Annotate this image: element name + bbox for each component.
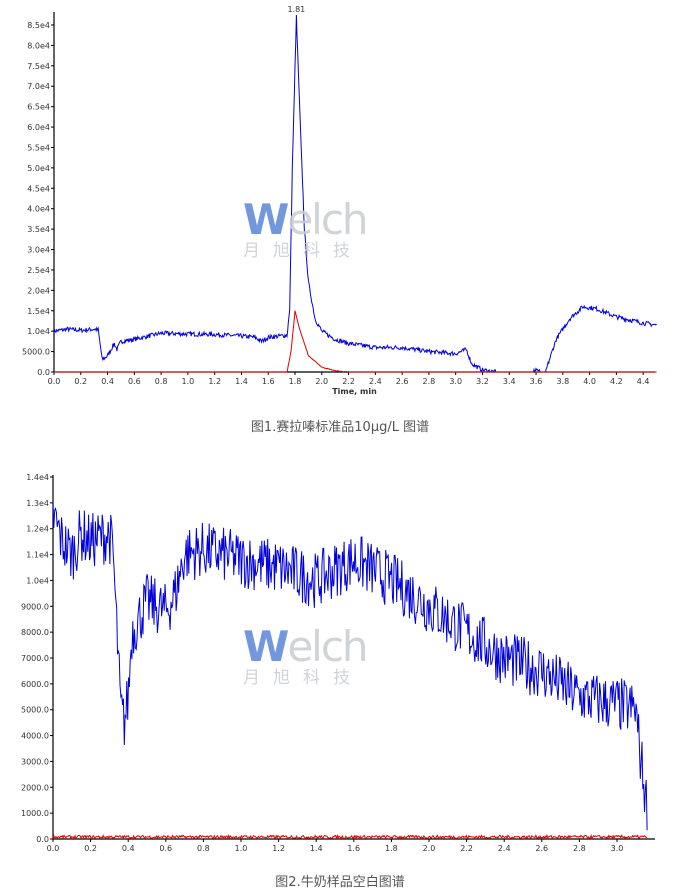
y-tick-label: 9000.0 — [21, 602, 49, 611]
y-tick-label: 7000.0 — [21, 654, 49, 663]
peak-label: 1.81 — [287, 5, 305, 14]
y-tick-label: 2000.0 — [21, 783, 49, 792]
x-tick-label: 4.0 — [583, 377, 596, 386]
x-tick-label: 0.8 — [197, 844, 210, 853]
x-tick-label: 3.6 — [530, 377, 543, 386]
y-tick-label: 1000.0 — [21, 809, 49, 818]
chart-2-caption: 图2.牛奶样品空白图谱 — [275, 875, 405, 890]
x-tick-label: 0.0 — [47, 844, 60, 853]
x-tick-label: 3.0 — [611, 844, 624, 853]
series-line-2 — [54, 310, 657, 373]
x-tick-label: 0.0 — [48, 377, 61, 386]
x-tick-label: 0.4 — [122, 844, 135, 853]
x-tick-label: 4.2 — [610, 377, 623, 386]
y-tick-label: 4.5e4 — [27, 184, 50, 193]
y-tick-label: 8000.0 — [21, 628, 49, 637]
y-tick-label: 1.1e4 — [26, 551, 49, 560]
y-tick-label: 6.5e4 — [27, 103, 50, 112]
x-tick-label: 1.4 — [235, 377, 248, 386]
y-tick-label: 1.4e4 — [26, 473, 49, 482]
y-tick-label: 2.0e4 — [27, 286, 50, 295]
x-tick-label: 2.0 — [315, 377, 328, 386]
y-tick-label: 1.3e4 — [26, 499, 49, 508]
x-tick-label: 2.2 — [460, 844, 473, 853]
x-tick-label: 3.0 — [449, 377, 462, 386]
x-tick-label: 2.2 — [342, 377, 355, 386]
y-tick-label: 1.2e4 — [26, 525, 49, 534]
x-tick-label: 1.6 — [262, 377, 275, 386]
x-tick-label: 2.8 — [423, 377, 436, 386]
x-tick-label: 1.8 — [289, 377, 302, 386]
y-tick-label: 1.5e4 — [27, 307, 50, 316]
y-tick-label: 8.5e4 — [27, 21, 50, 30]
y-tick-label: 5.0e4 — [27, 164, 50, 173]
x-tick-label: 2.8 — [573, 844, 586, 853]
x-tick-label: 0.2 — [74, 377, 87, 386]
x-tick-label: 1.8 — [385, 844, 398, 853]
y-tick-label: 3000.0 — [21, 757, 49, 766]
x-tick-label: 1.2 — [272, 844, 285, 853]
y-tick-label: 3.5e4 — [27, 225, 50, 234]
x-tick-label: 3.4 — [503, 377, 516, 386]
x-tick-label: 0.6 — [128, 377, 141, 386]
chart-1-caption: 图1.赛拉嗪标准品10μg/L 图谱 — [250, 420, 430, 435]
y-tick-label: 0.0 — [36, 835, 49, 844]
y-tick-label: 4.0e4 — [27, 205, 50, 214]
x-tick-label: 0.2 — [84, 844, 97, 853]
y-tick-label: 5.5e4 — [27, 143, 50, 152]
x-tick-label: 2.6 — [535, 844, 548, 853]
x-tick-label: 4.4 — [637, 377, 650, 386]
y-tick-label: 0.0 — [37, 368, 50, 377]
x-tick-label: 2.0 — [423, 844, 436, 853]
x-tick-label: 0.6 — [159, 844, 172, 853]
y-tick-label: 7.0e4 — [27, 82, 50, 91]
series-line-2 — [52, 833, 648, 841]
y-tick-label: 8.0e4 — [27, 41, 50, 50]
x-tick-label: 2.4 — [369, 377, 382, 386]
y-tick-label: 6000.0 — [21, 680, 49, 689]
y-tick-label: 1.0e4 — [27, 327, 50, 336]
y-tick-label: 6.0e4 — [27, 123, 50, 132]
y-tick-label: 5000.0 — [21, 706, 49, 715]
y-tick-label: 2.5e4 — [27, 266, 50, 275]
x-tick-label: 0.8 — [155, 377, 168, 386]
y-tick-label: 7.5e4 — [27, 62, 50, 71]
y-tick-label: 3.0e4 — [27, 246, 50, 255]
series-line-1 — [52, 502, 648, 831]
x-tick-label: 1.0 — [235, 844, 248, 853]
series-line-1 — [53, 14, 657, 374]
x-tick-label: 2.6 — [396, 377, 409, 386]
x-tick-label: 2.4 — [498, 844, 511, 853]
x-axis-label: Time, min — [332, 387, 377, 396]
chart-2-milk-blank: 0.0 0.2 0.4 0.6 0.8 1.0 1.2 1.4 1.6 1.8 2.0 2.2 2.4 2… — [21, 473, 655, 853]
x-tick-label: 3.8 — [556, 377, 569, 386]
x-tick-label: 1.0 — [182, 377, 195, 386]
y-tick-label: 4000.0 — [21, 732, 49, 741]
y-tick-label: 1.0e4 — [26, 576, 49, 585]
watermark-logo-1: Welch 月旭科技 — [243, 195, 369, 261]
x-tick-label: 1.2 — [208, 377, 221, 386]
x-tick-label: 0.4 — [101, 377, 114, 386]
x-tick-label: 1.4 — [310, 844, 323, 853]
x-tick-label: 1.6 — [347, 844, 360, 853]
y-tick-label: 5000.0 — [22, 348, 50, 357]
x-tick-label: 3.2 — [476, 377, 489, 386]
chart-1-xylazine-standard: 0.0 0.2 0.4 0.6 0.8 1.0 1.2 1.4 1.6 1.8 2.0 2.2 2.4 2… — [22, 5, 657, 396]
watermark-logo-2: Welch 月旭科技 — [243, 622, 369, 688]
